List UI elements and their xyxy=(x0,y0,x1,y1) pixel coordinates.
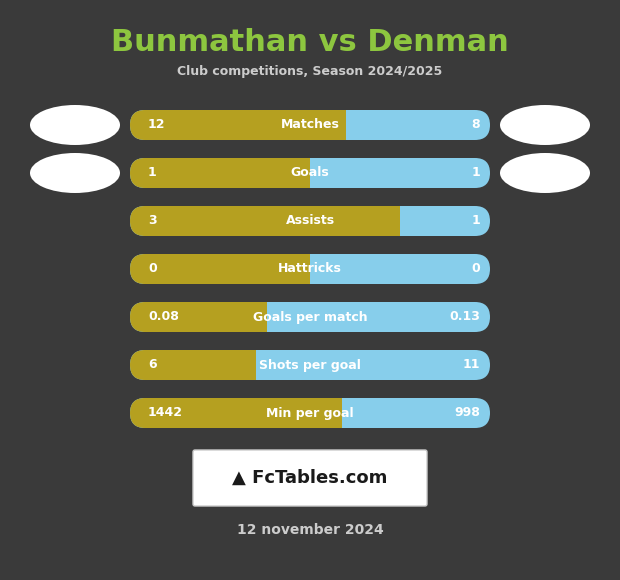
FancyBboxPatch shape xyxy=(130,302,282,332)
FancyBboxPatch shape xyxy=(130,110,361,140)
Text: 0: 0 xyxy=(471,263,480,276)
Text: 1: 1 xyxy=(148,166,157,179)
Text: Bunmathan vs Denman: Bunmathan vs Denman xyxy=(111,28,509,57)
Text: 1: 1 xyxy=(471,166,480,179)
Text: Club competitions, Season 2024/2025: Club competitions, Season 2024/2025 xyxy=(177,65,443,78)
Text: 12: 12 xyxy=(148,118,166,132)
FancyBboxPatch shape xyxy=(130,254,490,284)
FancyBboxPatch shape xyxy=(130,398,490,428)
FancyBboxPatch shape xyxy=(130,158,325,188)
Text: 0.08: 0.08 xyxy=(148,310,179,324)
Text: ▲ FcTables.com: ▲ FcTables.com xyxy=(232,469,388,487)
Text: 11: 11 xyxy=(463,358,480,372)
Text: 8: 8 xyxy=(471,118,480,132)
FancyBboxPatch shape xyxy=(130,158,490,188)
Ellipse shape xyxy=(30,153,120,193)
Text: 12 november 2024: 12 november 2024 xyxy=(237,523,383,537)
Text: 998: 998 xyxy=(454,407,480,419)
Text: Hattricks: Hattricks xyxy=(278,263,342,276)
Ellipse shape xyxy=(500,153,590,193)
Text: 0: 0 xyxy=(148,263,157,276)
Text: Matches: Matches xyxy=(281,118,339,132)
Text: Goals: Goals xyxy=(291,166,329,179)
Text: Goals per match: Goals per match xyxy=(253,310,367,324)
FancyBboxPatch shape xyxy=(193,450,427,506)
FancyBboxPatch shape xyxy=(130,350,271,380)
FancyBboxPatch shape xyxy=(130,206,490,236)
FancyBboxPatch shape xyxy=(130,110,490,140)
Text: Assists: Assists xyxy=(285,215,335,227)
Text: 1: 1 xyxy=(471,215,480,227)
Text: 6: 6 xyxy=(148,358,157,372)
Ellipse shape xyxy=(500,105,590,145)
Text: 0.13: 0.13 xyxy=(449,310,480,324)
FancyBboxPatch shape xyxy=(130,350,490,380)
FancyBboxPatch shape xyxy=(130,398,357,428)
Ellipse shape xyxy=(30,105,120,145)
FancyBboxPatch shape xyxy=(130,254,325,284)
FancyBboxPatch shape xyxy=(130,302,490,332)
FancyBboxPatch shape xyxy=(130,206,415,236)
Text: 3: 3 xyxy=(148,215,157,227)
Text: Shots per goal: Shots per goal xyxy=(259,358,361,372)
Text: 1442: 1442 xyxy=(148,407,183,419)
Text: Min per goal: Min per goal xyxy=(266,407,354,419)
